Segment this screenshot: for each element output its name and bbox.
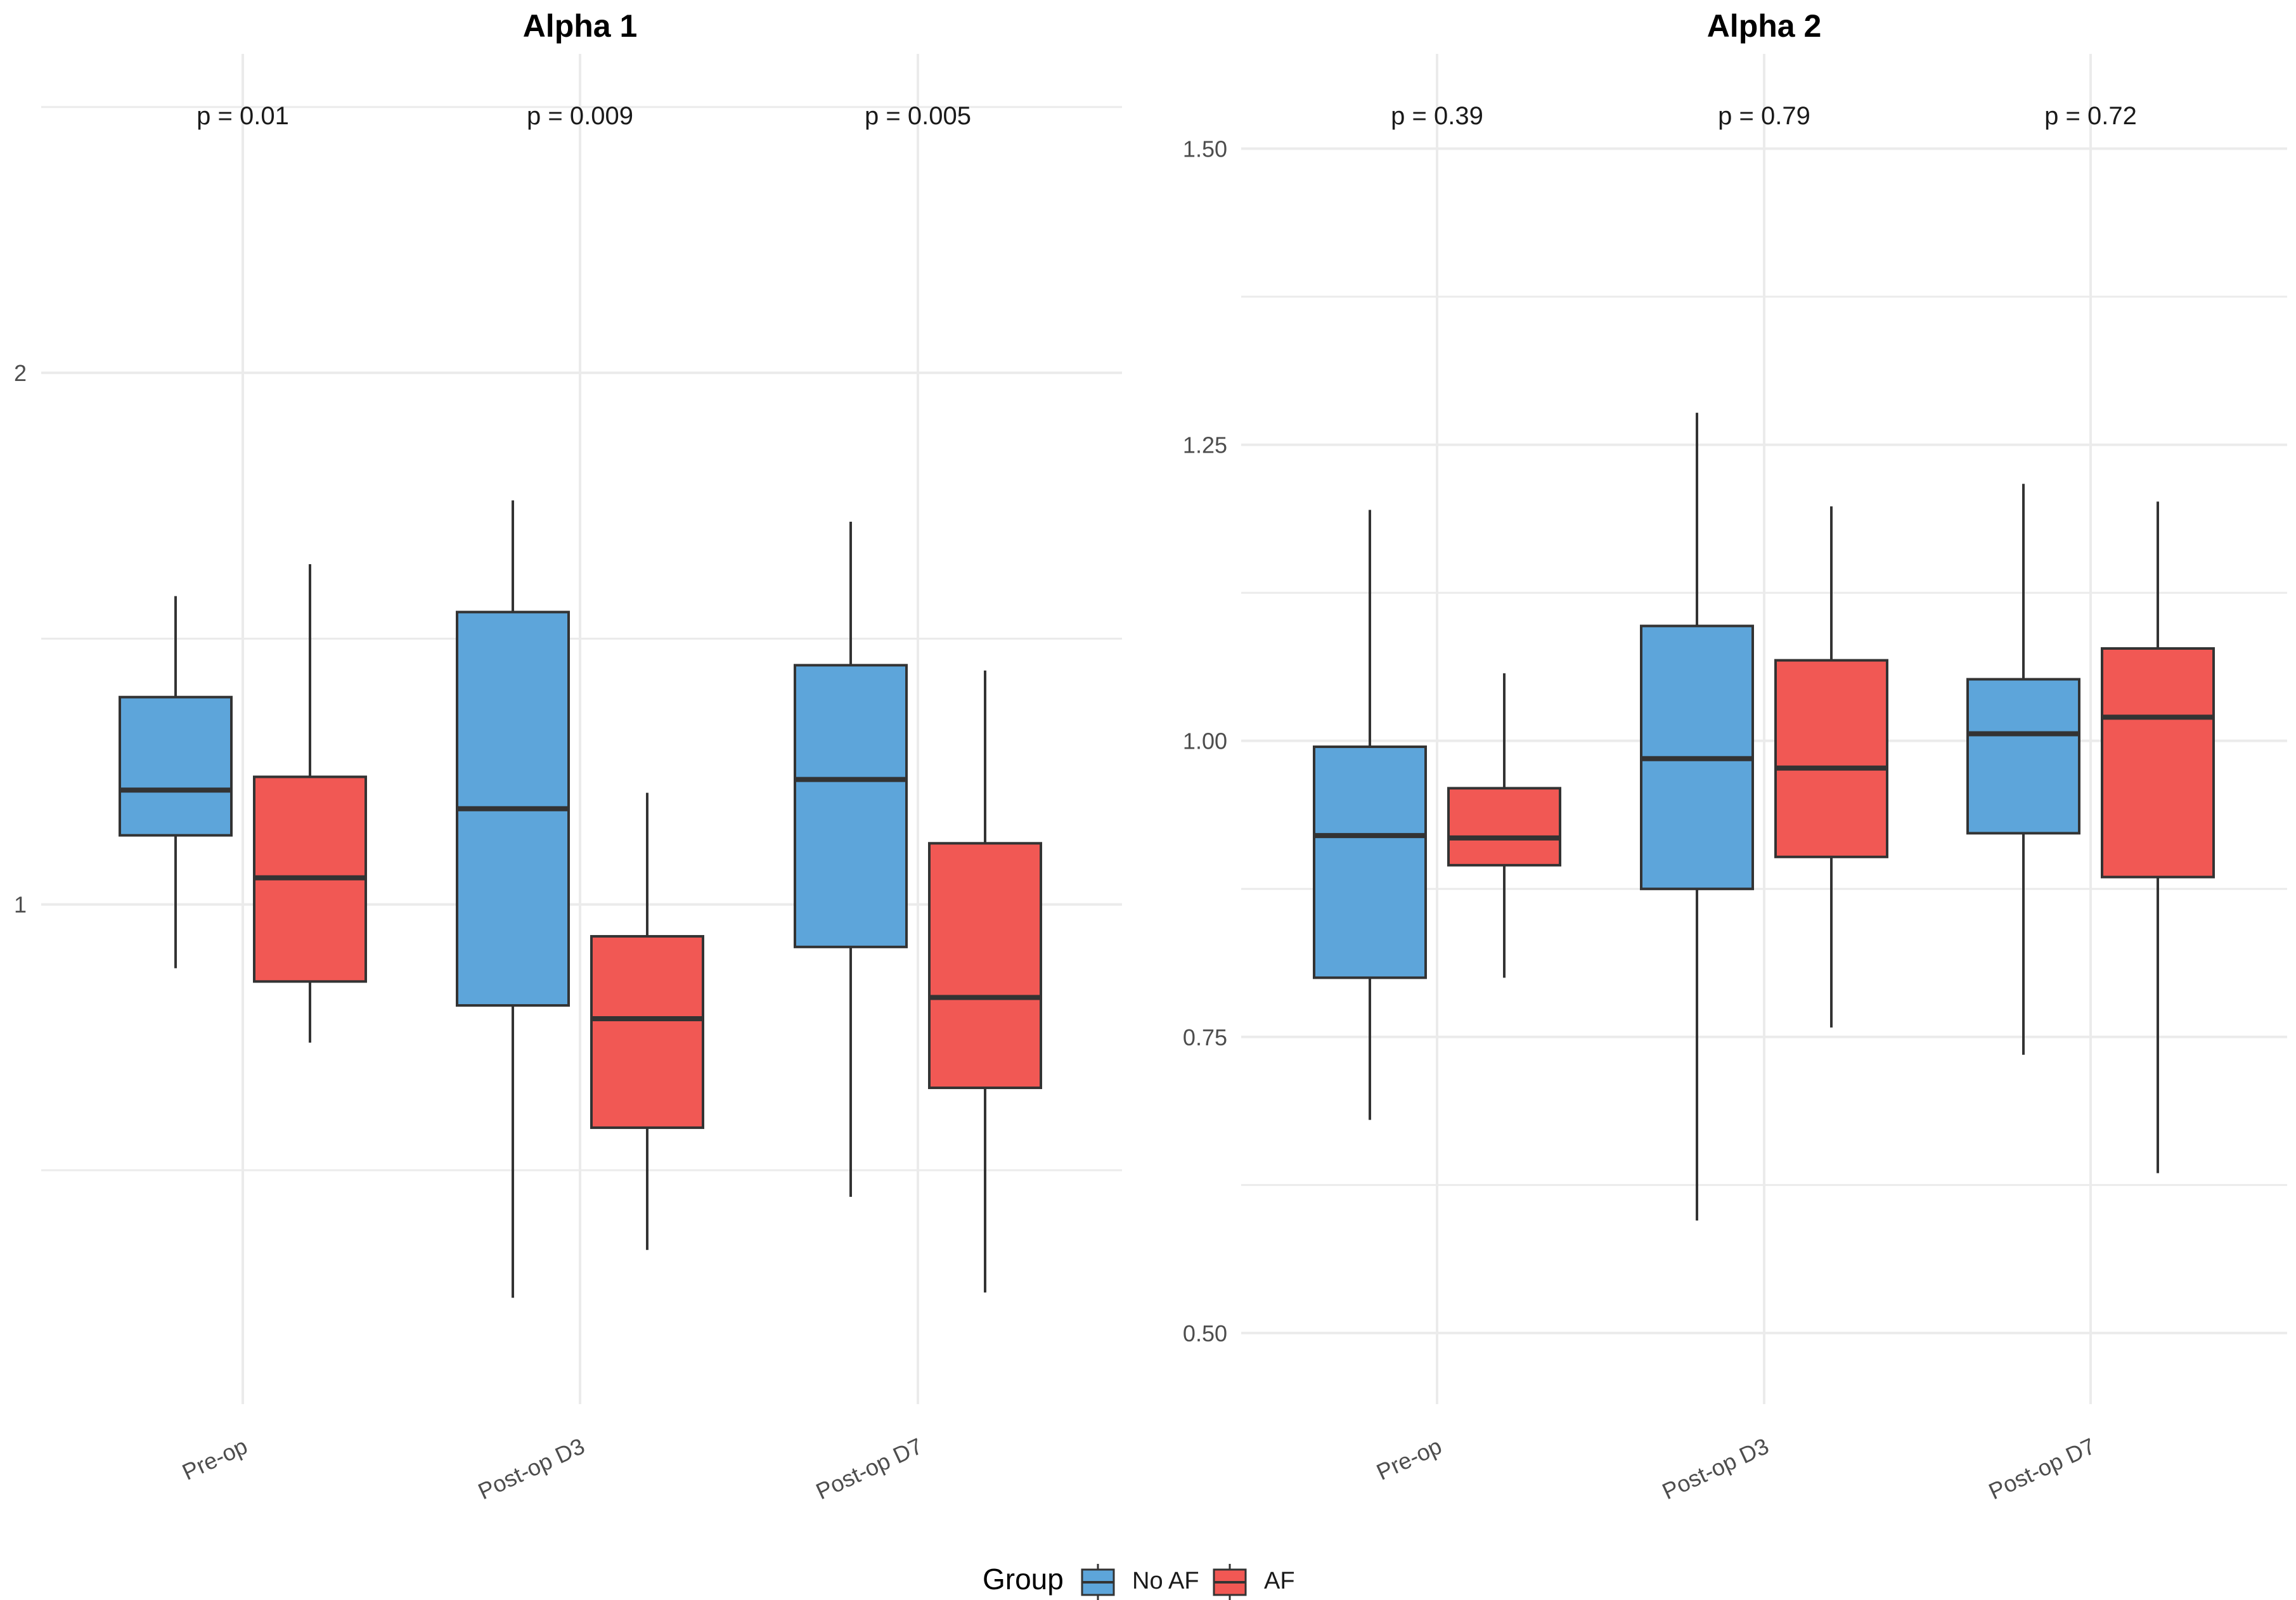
box-no-af-post-op-d3 <box>1640 413 1754 1221</box>
p-value-pre-op: p = 0.39 <box>1391 102 1483 130</box>
box-no-af-post-op-d3 <box>456 500 570 1298</box>
y-tick-label: 1.50 <box>1183 136 1227 162</box>
y-tick-label: 0.50 <box>1183 1320 1227 1346</box>
box-no-af-post-op-d7 <box>1966 484 2080 1055</box>
p-value-labels: p = 0.39 p = 0.79 p = 0.72 <box>1391 102 2137 130</box>
box-af-post-op-d7 <box>928 670 1042 1293</box>
x-axis-ticks: Pre-op Post-op D3 Post-op D7 <box>1372 1433 2099 1504</box>
legend-item-af: AF <box>1213 1564 1295 1600</box>
gridlines <box>41 54 1122 1404</box>
boxes <box>1313 413 2215 1221</box>
box-af-post-op-d3 <box>590 792 704 1250</box>
iqr-box <box>590 935 704 1129</box>
legend: Group No AF AF <box>983 1563 1295 1600</box>
x-tick-post-op-d3: Post-op D3 <box>474 1433 589 1504</box>
box-af-pre-op <box>1447 673 1561 978</box>
iqr-box <box>1966 678 2080 835</box>
x-tick-post-op-d7: Post-op D7 <box>812 1433 927 1504</box>
y-axis-ticks: 21 <box>14 360 27 918</box>
boxes <box>119 500 1042 1298</box>
y-tick-label: 1 <box>14 892 27 918</box>
y-tick-label: 2 <box>14 360 27 386</box>
legend-label-no-af: No AF <box>1132 1568 1199 1594</box>
y-tick-label: 1.00 <box>1183 728 1227 754</box>
iqr-box <box>2101 647 2215 879</box>
panel-title: Alpha 1 <box>523 8 638 44</box>
iqr-box <box>794 664 908 948</box>
x-tick-pre-op: Pre-op <box>178 1433 251 1485</box>
iqr-box <box>1447 787 1561 867</box>
p-value-pre-op: p = 0.01 <box>197 102 289 130</box>
box-no-af-post-op-d7 <box>794 521 908 1197</box>
p-value-labels: p = 0.01 p = 0.009 p = 0.005 <box>197 102 971 130</box>
y-tick-label: 1.25 <box>1183 432 1227 458</box>
legend-label-af: AF <box>1264 1568 1295 1594</box>
panel-title: Alpha 2 <box>1707 8 1822 44</box>
y-axis-ticks: 1.50 1.25 1.00 0.75 0.50 <box>1183 136 1227 1346</box>
box-af-post-op-d7 <box>2101 501 2215 1173</box>
panel-alpha-2: Alpha 2 1.50 1.25 1.00 0.75 0.50 p = 0.39 p … <box>1183 8 2287 1504</box>
iqr-box <box>1313 745 1427 979</box>
legend-item-no-af: No AF <box>1081 1564 1199 1600</box>
x-tick-pre-op: Pre-op <box>1372 1433 1445 1485</box>
p-value-post-op-d7: p = 0.72 <box>2044 102 2137 130</box>
iqr-box <box>1774 659 1888 858</box>
gridlines <box>1241 54 2287 1404</box>
x-axis-ticks: Pre-op Post-op D3 Post-op D7 <box>178 1433 926 1504</box>
y-tick-label: 0.75 <box>1183 1024 1227 1050</box>
x-tick-post-op-d3: Post-op D3 <box>1658 1433 1773 1504</box>
box-no-af-pre-op <box>1313 510 1427 1120</box>
x-tick-post-op-d7: Post-op D7 <box>1985 1433 2099 1504</box>
p-value-post-op-d7: p = 0.005 <box>865 102 971 130</box>
p-value-post-op-d3: p = 0.009 <box>527 102 633 130</box>
p-value-post-op-d3: p = 0.79 <box>1718 102 1810 130</box>
panel-alpha-1: Alpha 1 21 p = 0.01 p = 0.009 p = 0.005 … <box>14 8 1122 1504</box>
iqr-box <box>928 842 1042 1090</box>
box-af-post-op-d3 <box>1774 506 1888 1028</box>
legend-title: Group <box>983 1563 1064 1596</box>
box-no-af-pre-op <box>119 596 233 969</box>
box-af-pre-op <box>253 564 367 1043</box>
iqr-box <box>119 695 233 837</box>
